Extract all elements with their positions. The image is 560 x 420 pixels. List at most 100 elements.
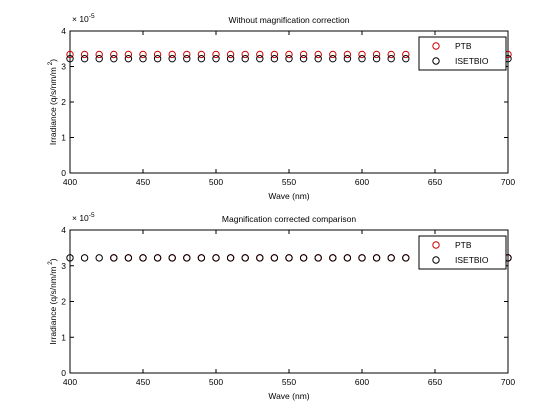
data-point-ptb <box>212 50 220 59</box>
legend-label-isetbio: ISETBIO <box>455 255 489 265</box>
data-point-ptb <box>226 50 235 59</box>
data-point-ptb <box>66 50 74 59</box>
y-tick-label: 3 <box>61 62 66 72</box>
data-point-ptb <box>139 50 147 59</box>
data-point-ptb <box>387 50 395 59</box>
y-tick-label: 1 <box>61 133 66 143</box>
y-exponent-label: × 10-5 <box>72 212 95 223</box>
data-point-isetbio <box>387 254 395 262</box>
legend: PTB ISETBIO <box>418 36 507 71</box>
data-point-ptb <box>168 50 176 59</box>
legend-label-ptb: PTB <box>455 240 472 250</box>
data-point-ptb <box>124 50 133 59</box>
data-point-ptb <box>153 50 162 59</box>
y-exponent-label: × 10-5 <box>72 13 95 24</box>
legend-label-ptb: PTB <box>455 41 472 51</box>
data-point-isetbio <box>270 254 279 262</box>
data-point-isetbio <box>124 54 133 63</box>
data-point-isetbio <box>153 54 162 63</box>
data-point-isetbio <box>270 54 279 63</box>
data-point-isetbio <box>358 254 366 262</box>
y-tick-label: 2 <box>61 297 66 307</box>
data-point-isetbio <box>256 54 264 63</box>
x-tick-label: 700 <box>501 177 515 187</box>
data-point-isetbio <box>343 254 352 262</box>
x-tick-label: 500 <box>209 177 223 187</box>
x-tick-label: 600 <box>355 377 369 387</box>
legend-box <box>418 235 507 270</box>
x-tick-label: 650 <box>428 177 442 187</box>
data-point-ptb <box>314 50 322 59</box>
data-point-isetbio <box>110 54 118 63</box>
data-point-isetbio <box>183 254 191 262</box>
data-point-isetbio <box>285 54 293 63</box>
data-point-isetbio <box>197 254 206 262</box>
y-tick-label: 4 <box>61 26 66 36</box>
chart-title: Magnification corrected comparison <box>222 214 356 224</box>
legend: PTB ISETBIO <box>418 235 507 270</box>
y-tick-label: 1 <box>61 332 66 342</box>
data-point-ptb <box>95 50 103 59</box>
data-point-ptb <box>256 50 264 59</box>
data-point-isetbio <box>329 254 337 262</box>
data-point-ptb <box>358 50 366 59</box>
data-point-isetbio <box>299 254 308 262</box>
legend-marker-isetbio <box>432 57 440 65</box>
data-point-isetbio <box>197 54 206 63</box>
x-axis-label: Wave (nm) <box>268 191 309 201</box>
legend-marker-isetbio <box>432 256 440 264</box>
data-point-isetbio <box>358 54 366 63</box>
y-tick-label: 0 <box>61 168 66 178</box>
data-point-isetbio <box>299 54 308 63</box>
data-point-isetbio <box>66 254 74 262</box>
data-point-isetbio <box>314 54 322 63</box>
y-tick-label: 0 <box>61 368 66 378</box>
data-point-isetbio <box>168 254 176 262</box>
y-tick-label: 4 <box>61 225 66 235</box>
legend-box <box>418 36 507 71</box>
data-point-ptb <box>343 50 352 59</box>
data-point-ptb <box>241 50 249 59</box>
data-point-ptb <box>329 50 337 59</box>
data-point-isetbio <box>212 254 220 262</box>
legend-marker-ptb <box>432 42 440 50</box>
data-point-isetbio <box>241 54 249 63</box>
data-point-isetbio <box>402 254 410 262</box>
subplot-1: 400 450 500 550 600 650 700 0 1 2 3 4 × 10-5 Without … <box>47 13 515 201</box>
data-point-isetbio <box>241 254 249 262</box>
x-tick-label: 600 <box>355 177 369 187</box>
y-tick-label: 3 <box>61 261 66 271</box>
data-point-isetbio <box>372 54 381 63</box>
subplot-2: 400 450 500 550 600 650 700 0 1 2 3 4 × 10-5 Magnific… <box>47 212 515 401</box>
data-point-isetbio <box>183 54 191 63</box>
legend-marker-ptb <box>432 241 440 249</box>
y-axis-label: Irradiance (q/s/nm/m 2) <box>47 258 58 344</box>
x-tick-label: 550 <box>282 177 296 187</box>
data-point-ptb <box>110 50 118 59</box>
data-point-isetbio <box>153 254 162 262</box>
data-point-isetbio <box>402 54 410 63</box>
data-point-ptb <box>402 50 410 59</box>
data-point-isetbio <box>80 254 89 262</box>
data-point-isetbio <box>212 54 220 63</box>
x-tick-label: 500 <box>209 377 223 387</box>
x-tick-label: 450 <box>136 177 150 187</box>
data-point-isetbio <box>95 254 103 262</box>
x-tick-label: 550 <box>282 377 296 387</box>
data-point-isetbio <box>329 54 337 63</box>
data-point-isetbio <box>110 254 118 262</box>
data-point-ptb <box>270 50 279 59</box>
data-point-isetbio <box>168 54 176 63</box>
data-point-isetbio <box>226 254 235 262</box>
data-point-ptb <box>183 50 191 59</box>
x-tick-label: 650 <box>428 377 442 387</box>
data-point-ptb <box>372 50 381 59</box>
x-tick-label: 450 <box>136 377 150 387</box>
data-point-isetbio <box>95 54 103 63</box>
data-point-isetbio <box>139 54 147 63</box>
data-point-ptb <box>285 50 293 59</box>
y-tick-label: 2 <box>61 97 66 107</box>
data-point-isetbio <box>226 54 235 63</box>
data-point-isetbio <box>80 54 89 63</box>
